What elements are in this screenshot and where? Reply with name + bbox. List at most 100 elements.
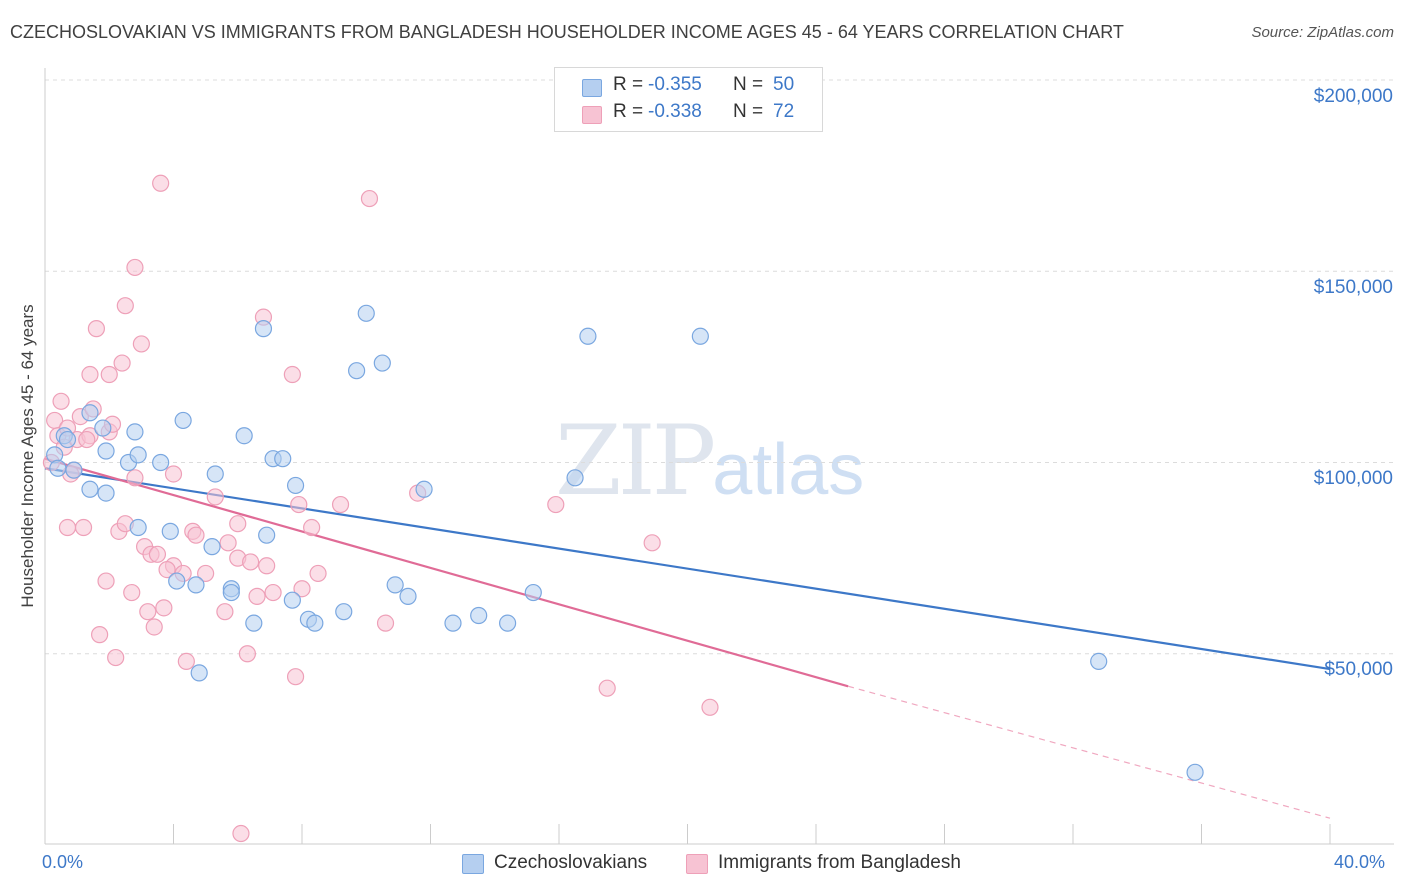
point-czechoslovakians: [470, 606, 488, 625]
point-czechoslovakians: [81, 480, 99, 498]
point-czechoslovakians: [152, 453, 170, 472]
trend-line-czechoslovakians: [44, 467, 1331, 671]
point-czechoslovakians: [97, 484, 115, 502]
trend-line-bangladesh-extrapolated: [847, 685, 1331, 819]
point-czechoslovakians: [335, 603, 353, 621]
legend-r-label: R =: [613, 101, 644, 122]
y-tick-label-100000: $100,000: [1313, 468, 1393, 489]
point-czechoslovakians: [222, 583, 240, 602]
point-bangladesh: [643, 534, 661, 552]
point-czechoslovakians: [65, 461, 83, 479]
point-bangladesh: [139, 603, 157, 621]
point-bangladesh: [264, 583, 282, 602]
point-bangladesh: [248, 587, 266, 605]
point-czechoslovakians: [245, 614, 263, 632]
legend-n-value: 50: [773, 74, 795, 95]
point-bangladesh: [97, 572, 115, 590]
point-czechoslovakians: [286, 476, 305, 495]
point-bangladesh: [293, 580, 311, 598]
point-bangladesh: [219, 534, 237, 552]
point-bangladesh: [52, 392, 70, 410]
series-swatch-pink: [686, 854, 708, 874]
point-czechoslovakians: [187, 576, 205, 594]
point-bangladesh: [309, 564, 327, 583]
point-czechoslovakians: [97, 442, 115, 460]
series-label-blue: Czechoslovakians: [494, 852, 648, 873]
point-bangladesh: [145, 618, 163, 636]
trend-line-bangladesh: [44, 457, 849, 688]
point-czechoslovakians: [691, 327, 709, 345]
legend-r-label: R =: [613, 74, 644, 95]
point-bangladesh: [126, 258, 144, 277]
point-bangladesh: [360, 189, 379, 208]
point-bangladesh: [229, 515, 247, 533]
point-bangladesh: [81, 365, 99, 384]
legend-n-value: 72: [773, 101, 795, 122]
point-bangladesh: [107, 648, 125, 667]
point-bangladesh: [100, 365, 118, 384]
legend-r-value: -0.355: [648, 74, 702, 95]
point-bangladesh: [286, 668, 305, 686]
point-czechoslovakians: [258, 526, 276, 544]
point-czechoslovakians: [306, 614, 324, 632]
point-czechoslovakians: [283, 591, 301, 609]
point-bangladesh: [164, 465, 183, 483]
legend-swatch-blue: [582, 79, 602, 97]
point-bangladesh: [87, 320, 106, 338]
point-bangladesh: [290, 495, 308, 514]
point-bangladesh: [197, 564, 215, 583]
point-bangladesh: [216, 603, 234, 621]
point-czechoslovakians: [348, 362, 366, 380]
y-axis-title: Householder Income Ages 45 - 64 years: [18, 304, 37, 608]
point-czechoslovakians: [579, 327, 597, 345]
point-czechoslovakians: [1186, 763, 1204, 781]
point-czechoslovakians: [373, 354, 391, 372]
series-swatch-blue: [462, 854, 484, 874]
point-czechoslovakians: [415, 480, 433, 498]
point-czechoslovakians: [206, 465, 224, 483]
point-czechoslovakians: [81, 404, 99, 422]
point-bangladesh: [58, 518, 77, 537]
point-czechoslovakians: [58, 430, 77, 449]
point-bangladesh: [152, 174, 170, 192]
point-bangladesh: [283, 365, 301, 384]
point-bangladesh: [238, 645, 256, 663]
point-bangladesh: [78, 430, 96, 449]
point-czechoslovakians: [94, 419, 112, 437]
point-bangladesh: [187, 526, 205, 544]
y-tick-label-150000: $150,000: [1313, 277, 1393, 298]
point-czechoslovakians: [386, 576, 404, 594]
legend-row-blue: R = -0.355 N = 50: [555, 74, 822, 102]
point-bangladesh: [158, 560, 176, 579]
y-tick-label-50000: $50,000: [1324, 659, 1393, 680]
point-czechoslovakians: [254, 320, 273, 338]
point-bangladesh: [331, 495, 350, 514]
legend-row-pink: R = -0.338 N = 72: [555, 101, 822, 129]
point-bangladesh: [123, 583, 141, 602]
point-bangladesh: [376, 614, 395, 632]
point-czechoslovakians: [399, 587, 417, 605]
legend-swatch-pink: [582, 106, 602, 124]
point-czechoslovakians: [357, 304, 375, 322]
point-bangladesh: [242, 553, 260, 571]
point-czechoslovakians: [161, 522, 179, 540]
point-bangladesh: [303, 518, 321, 537]
point-bangladesh: [148, 545, 167, 563]
point-czechoslovakians: [203, 538, 221, 556]
point-czechoslovakians: [235, 427, 253, 445]
point-bangladesh: [74, 518, 93, 537]
point-czechoslovakians: [444, 614, 462, 632]
point-bangladesh: [177, 652, 195, 671]
point-bangladesh: [232, 824, 250, 843]
y-tick-label-200000: $200,000: [1313, 86, 1393, 107]
point-czechoslovakians: [126, 423, 144, 441]
data-points: [42, 174, 1204, 843]
x-tick-label-min: 0.0%: [42, 852, 84, 872]
point-czechoslovakians: [524, 583, 542, 602]
legend-n-label: N =: [733, 74, 764, 95]
point-czechoslovakians: [1090, 652, 1108, 671]
point-czechoslovakians: [190, 664, 208, 682]
legend-n-label: N =: [733, 101, 764, 122]
point-czechoslovakians: [499, 614, 517, 632]
